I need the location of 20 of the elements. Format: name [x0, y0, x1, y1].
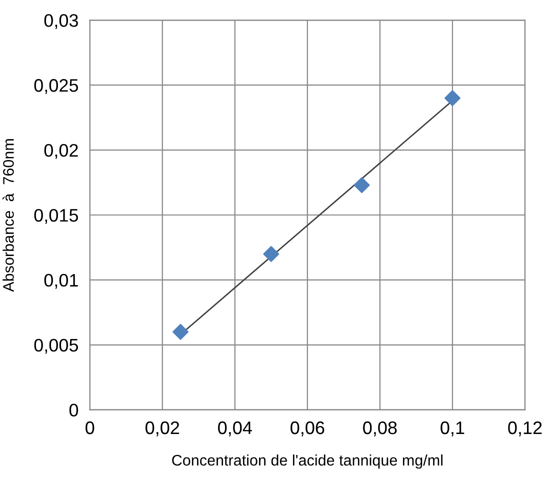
x-tick-label: 0,12: [508, 421, 542, 436]
y-tick-label: 0,015: [34, 208, 78, 224]
point: [172, 324, 188, 340]
point: [263, 246, 280, 262]
y-tick-label: 0,025: [34, 79, 78, 94]
y-tick-label: 0: [69, 404, 78, 417]
x-tick-label: 0,06: [290, 421, 324, 436]
x-tick-label: 0,04: [218, 421, 252, 436]
y-tick-label: 0,005: [34, 338, 78, 354]
point: [444, 90, 460, 106]
x-tick-label: 0,1: [440, 421, 464, 436]
x-tick-label: 0,08: [363, 421, 397, 436]
point: [354, 177, 370, 194]
y-tick-label: 0,02: [44, 144, 78, 159]
y-axis-title: Absorbance à 760nm: [2, 139, 14, 292]
x-axis-title: Concentration de l'acide tannique mg/ml: [172, 454, 442, 469]
x-tick-label: 0,02: [146, 421, 180, 436]
y-tick-label: 0,01: [44, 274, 78, 289]
x-tick-label: 0: [86, 421, 94, 434]
y-tick-label: 0,03: [44, 14, 78, 30]
